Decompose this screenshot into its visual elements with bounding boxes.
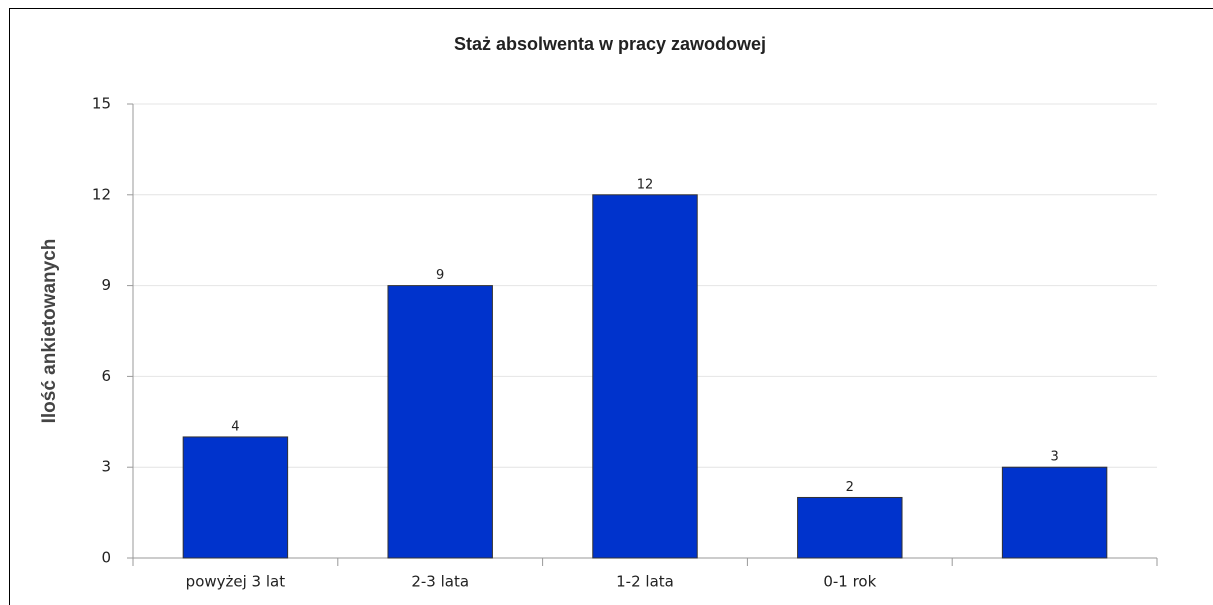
- bar: [1001, 466, 1108, 559]
- data-label: 9: [436, 268, 444, 283]
- chart-title: Staż absolwenta w pracy zawodowej: [454, 34, 766, 54]
- data-label: 3: [1050, 450, 1058, 465]
- y-tick-label: 12: [92, 185, 111, 203]
- y-tick-label: 15: [92, 95, 111, 113]
- bar: [592, 194, 698, 559]
- y-tick-label: 0: [101, 549, 111, 567]
- data-label: 2: [846, 480, 854, 495]
- data-label: 4: [231, 419, 239, 434]
- y-tick-label: 9: [101, 276, 111, 294]
- x-tick-label: 0-1 rok: [823, 573, 876, 591]
- x-tick-label: powyżej 3 lat: [186, 573, 286, 591]
- data-label: 12: [637, 177, 654, 192]
- y-tick-label: 6: [101, 367, 111, 385]
- bar: [182, 436, 289, 559]
- x-tick-label: 2-3 lata: [411, 573, 469, 591]
- x-tick-label: 1-2 lata: [616, 573, 674, 591]
- y-axis-label: Ilość ankietowanych: [39, 239, 60, 424]
- y-tick-label: 3: [101, 458, 111, 476]
- bar: [797, 496, 903, 559]
- bar: [387, 285, 493, 559]
